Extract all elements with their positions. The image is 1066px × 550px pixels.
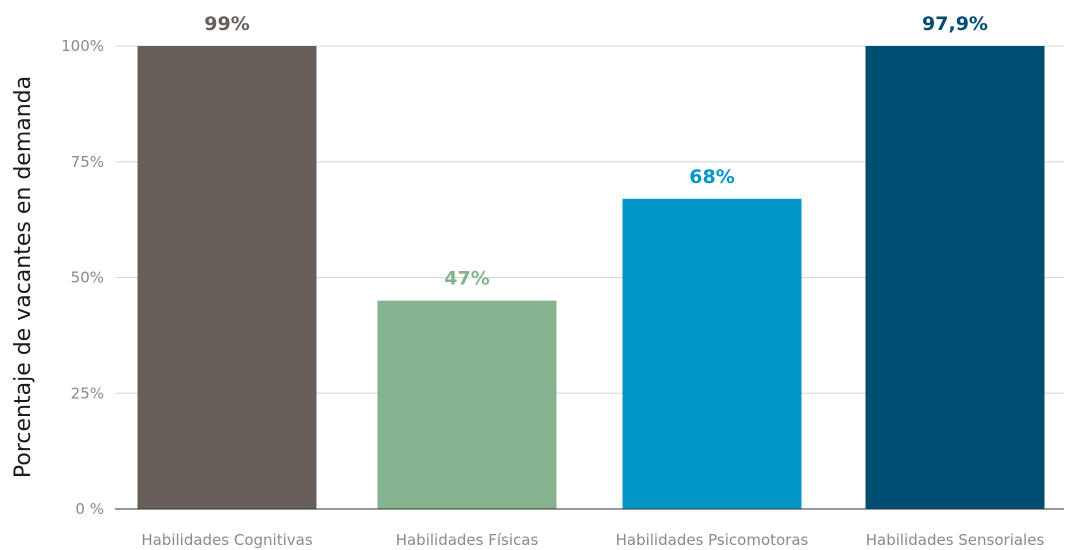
bar-value-label: 68%: [689, 166, 734, 188]
bar: [377, 300, 557, 509]
category-label: Habilidades Sensoriales: [866, 531, 1045, 549]
value-labels: 99% 47% 68% 97,9%: [204, 13, 988, 290]
y-tick-label: 100%: [61, 37, 104, 55]
y-axis-ticks: 0 % 25% 50% 75% 100%: [61, 37, 104, 518]
category-label: Habilidades Físicas: [396, 531, 539, 549]
bar-value-label: 97,9%: [922, 13, 988, 35]
category-labels: Habilidades Cognitivas Habilidades Física…: [141, 531, 1044, 549]
bars: [137, 46, 1045, 510]
bar: [622, 198, 802, 510]
y-tick-label: 50%: [71, 269, 104, 287]
bar: [137, 46, 317, 509]
y-tick-label: 25%: [71, 384, 104, 402]
y-tick-label: 75%: [71, 153, 104, 171]
y-axis-label: Porcentaje de vacantes en demanda: [11, 76, 36, 478]
category-label: Habilidades Cognitivas: [141, 531, 313, 549]
bar-value-label: 47%: [444, 268, 489, 290]
category-label: Habilidades Psicomotoras: [616, 531, 809, 549]
bar-value-label: 99%: [204, 13, 249, 35]
bar: [865, 46, 1045, 509]
y-tick-label: 0 %: [75, 500, 104, 518]
